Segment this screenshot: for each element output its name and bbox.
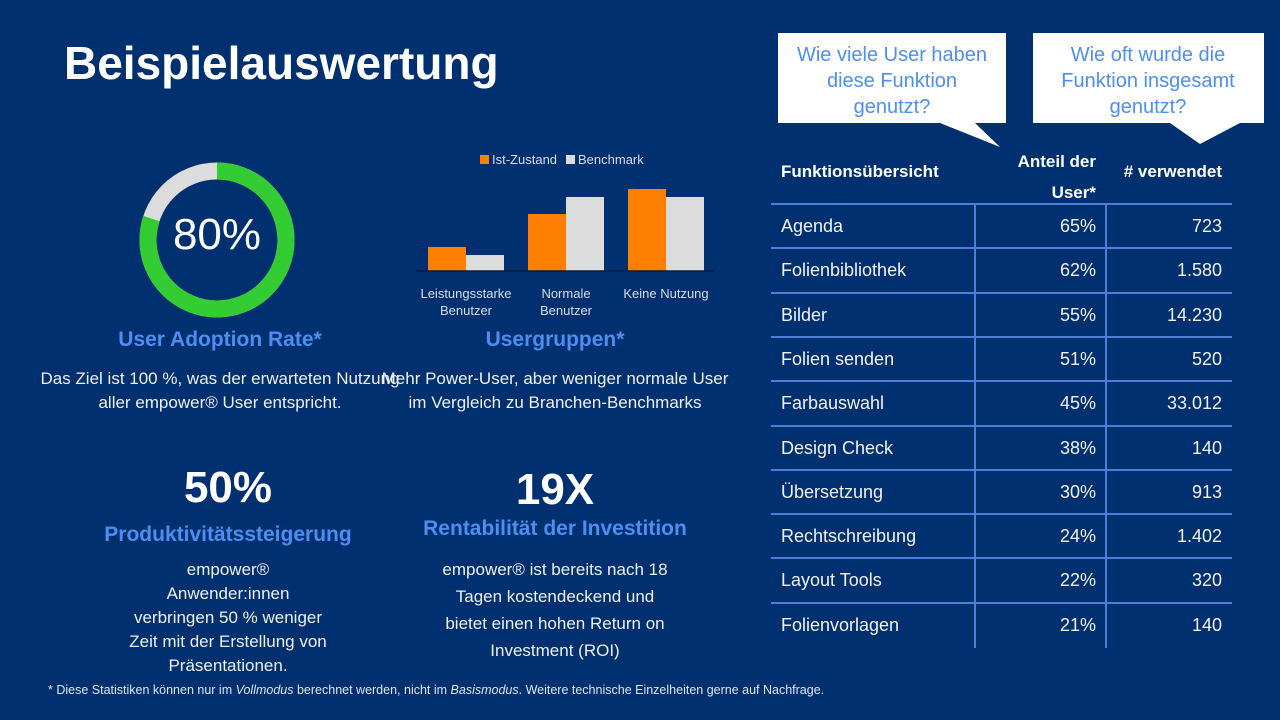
function-name: Rechtschreibung (781, 526, 917, 547)
legend-label: Ist-Zustand (492, 152, 557, 167)
callouts: Wie viele User haben diese Funktion genu… (778, 33, 1264, 147)
adoption-heading: User Adoption Rate* (118, 328, 322, 351)
legend-swatch (566, 155, 575, 164)
page-title: Beispielauswertung (64, 37, 499, 89)
bar-ist-zustand (428, 247, 466, 271)
user-share: 21% (974, 603, 1105, 648)
table-row: Rechtschreibung 24% 1.402 (771, 513, 1232, 560)
table-row: Folienvorlagen 21% 140 (771, 601, 1232, 648)
user-share: 55% (974, 293, 1105, 338)
callout-line: genutzt? (1110, 96, 1187, 118)
table-row: Folien senden 51% 520 (771, 335, 1232, 382)
x-tick-label: Keine Nutzung (623, 286, 708, 301)
footnote-text: berechnet werden, nicht im (293, 683, 451, 697)
adoption-value: 80% (172, 210, 262, 259)
footnote-italic: Basismodus (450, 683, 519, 697)
adoption-description: Das Ziel ist 100 %, was der erwarteten N… (40, 369, 400, 412)
usage-count: 1.402 (1105, 515, 1232, 560)
function-name: Agenda (781, 216, 844, 236)
user-share: 62% (974, 249, 1105, 294)
usage-count: 140 (1105, 426, 1232, 471)
table-row: Folienbibliothek 62% 1.580 (771, 247, 1232, 294)
footnote: * Diese Statistiken können nur im Vollmo… (48, 683, 824, 697)
callout-line: Wie viele User haben (797, 44, 987, 66)
callout-bubble (1033, 33, 1264, 144)
column-header-share-line2: User* (1051, 183, 1096, 202)
legend-swatch (480, 155, 489, 164)
bar-benchmark (566, 197, 604, 271)
callout-users: Wie viele User haben diese Funktion genu… (778, 33, 1006, 147)
callout-line: diese Funktion (827, 70, 957, 92)
user-share: 45% (974, 382, 1105, 427)
function-name: Farbauswahl (781, 393, 885, 414)
bar-benchmark (666, 197, 704, 271)
usage-count: 140 (1105, 603, 1232, 648)
function-name: Design Check (781, 437, 894, 458)
table-row: Design Check 38% 140 (771, 424, 1232, 471)
function-name: Folienvorlagen (781, 614, 900, 635)
callout-line: Funktion insgesamt (1061, 70, 1235, 92)
footnote-text: * Diese Statistiken können nur im (48, 683, 236, 697)
donut-filled-arc (139, 162, 295, 318)
x-tick-label: Leistungsstarke (420, 286, 511, 301)
table-row: Farbauswahl 45% 33.012 (771, 380, 1232, 427)
x-tick-label: Normale (541, 286, 590, 301)
callout-line: Wie oft wurde die (1071, 44, 1226, 66)
user-share: 51% (974, 337, 1105, 382)
footnote-text: . Weitere technische Einzelheiten gerne … (518, 683, 825, 697)
callout-bubble (778, 33, 1006, 147)
roi-description: empower® ist bereits nach 18 Tagen koste… (442, 560, 668, 660)
user-share: 38% (974, 426, 1105, 471)
usage-count: 520 (1105, 337, 1232, 382)
usage-count: 1.580 (1105, 249, 1232, 294)
function-name: Bilder (781, 304, 828, 325)
bar-ist-zustand (628, 189, 666, 271)
bar-benchmark (466, 255, 504, 271)
user-share: 30% (974, 470, 1105, 515)
column-header-share-line1: Anteil der (1017, 152, 1096, 171)
user-share: 22% (974, 559, 1105, 604)
adoption-donut-chart (139, 162, 295, 318)
usage-count: 33.012 (1105, 382, 1232, 427)
roi-heading: Rentabilität der Investition (423, 517, 687, 540)
footnote-italic: Vollmodus (235, 683, 294, 697)
usage-count: 913 (1105, 470, 1232, 515)
legend-label: Benchmark (578, 152, 644, 167)
productivity-description: empower® Anwender:innen verbringen 50 % … (129, 560, 327, 675)
usage-count: 723 (1105, 205, 1232, 249)
x-tick-label: Benutzer (540, 303, 593, 318)
bar-ist-zustand (528, 214, 566, 271)
user-share: 65% (974, 205, 1105, 249)
function-name: Folienbibliothek (781, 260, 907, 281)
table-row: Agenda 65% 723 (771, 203, 1232, 249)
productivity-heading: Produktivitätssteigerung (104, 523, 352, 546)
usage-count: 320 (1105, 559, 1232, 604)
x-tick-label: Benutzer (440, 303, 493, 318)
column-header-count: # verwendet (1123, 162, 1222, 181)
callout-line: genutzt? (854, 96, 931, 118)
usergroups-description: Mehr Power-User, aber weniger normale Us… (381, 369, 729, 412)
table-row: Übersetzung 30% 913 (771, 468, 1232, 515)
function-name: Layout Tools (781, 570, 882, 591)
column-header-function: Funktionsübersicht (781, 162, 939, 181)
callout-usage: Wie oft wurde die Funktion insgesamt gen… (1033, 33, 1264, 144)
roi-value: 19X (515, 465, 595, 514)
table-row: Layout Tools 22% 320 (771, 557, 1232, 604)
user-share: 24% (974, 515, 1105, 560)
function-name: Folien senden (781, 348, 895, 369)
column-header-share: Anteil der User* (974, 146, 1096, 208)
function-name: Übersetzung (781, 481, 884, 502)
usage-count: 14.230 (1105, 293, 1232, 338)
table-row: Bilder 55% 14.230 (771, 291, 1232, 338)
usergroups-bar-chart: Ist-Zustand Benchmark Leistungsstarke Benut… (415, 152, 714, 318)
productivity-value: 50% (183, 463, 273, 512)
usergroups-heading: Usergruppen* (485, 328, 625, 351)
